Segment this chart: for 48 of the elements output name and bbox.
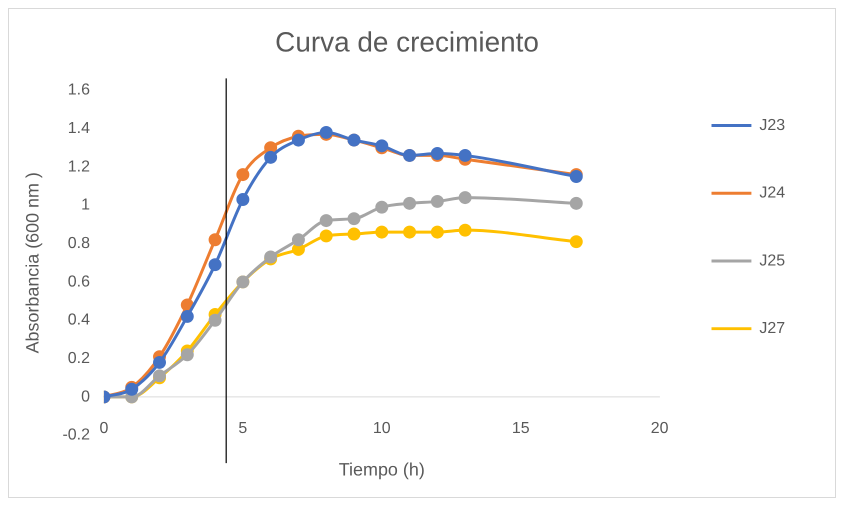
point: [458, 191, 472, 204]
y-tick-label: 1.4: [68, 120, 90, 137]
x-tick-label: 0: [100, 420, 109, 437]
legend-label: J23: [759, 116, 786, 134]
point: [320, 214, 333, 228]
point: [430, 226, 444, 239]
x-tick-label: 5: [238, 420, 248, 437]
y-tick-label: 0.4: [68, 312, 90, 329]
x-tick-label: 20: [650, 420, 669, 437]
point: [320, 229, 333, 242]
y-tick-label: 0.8: [68, 234, 90, 252]
chart-title: Curva de crecimiento: [275, 26, 539, 58]
point: [458, 224, 472, 237]
point: [236, 168, 250, 182]
y-tick-label: 0.2: [68, 350, 90, 367]
y-tick-label: 1.2: [68, 158, 90, 176]
point: [430, 194, 444, 208]
point: [348, 228, 360, 240]
y-tick-label: 1: [81, 196, 90, 214]
x-tick-label: 15: [512, 420, 530, 437]
point: [208, 314, 222, 327]
point: [375, 200, 388, 214]
x-tick-label: 10: [372, 420, 391, 437]
point: [570, 235, 583, 248]
y-tick-label: 0: [81, 388, 90, 406]
point: [570, 196, 583, 210]
point: [403, 196, 416, 210]
point: [236, 193, 250, 206]
y-tick-label: 0.6: [68, 273, 90, 290]
point: [458, 148, 472, 162]
point: [208, 258, 222, 272]
point: [208, 233, 222, 246]
point: [264, 150, 278, 164]
y-tick-label: 1.6: [68, 82, 90, 99]
y-tick-label: -0.2: [62, 426, 90, 444]
legend-label: J25: [759, 252, 786, 270]
point: [292, 233, 305, 246]
point: [348, 212, 360, 226]
point: [292, 134, 305, 147]
legend-label: J24: [759, 184, 786, 202]
x-axis-title: Tiempo (h): [338, 460, 425, 480]
y-axis-title: Absorbancia (600 nm ): [22, 172, 43, 354]
point: [180, 348, 194, 362]
point: [153, 356, 166, 369]
legend-label: J27: [759, 320, 786, 338]
point: [375, 226, 388, 239]
point: [180, 310, 194, 323]
point: [403, 226, 416, 239]
